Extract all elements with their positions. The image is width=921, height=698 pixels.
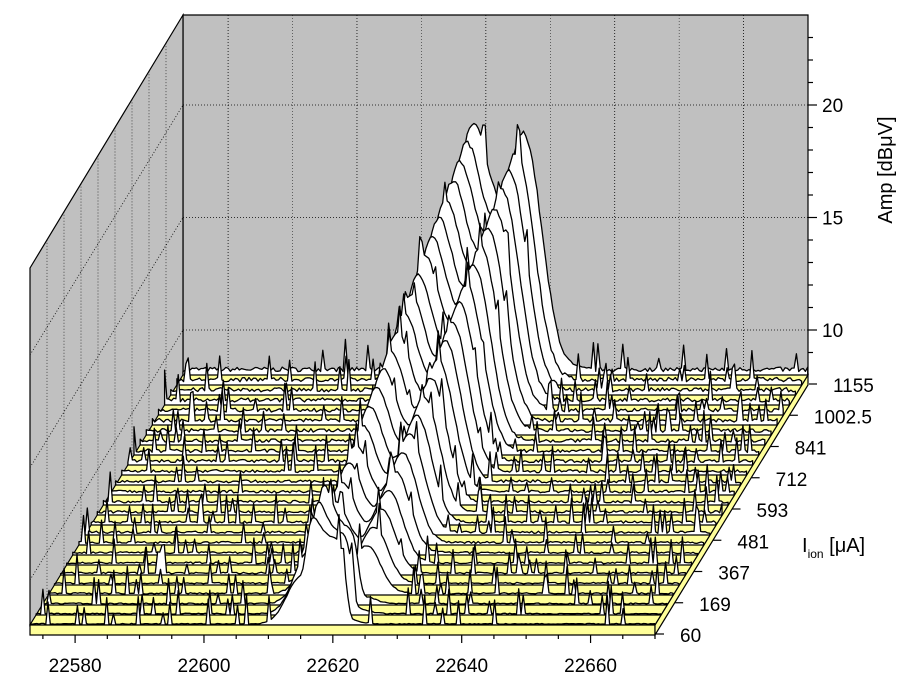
spectrum-traces (29, 122, 809, 626)
amplitude-axis-label: Amp [dBμV] (875, 116, 897, 223)
frequency-tick-label: 22580 (49, 656, 102, 677)
current-tick-label: 1002.5 (814, 407, 872, 428)
current-tick-label: 169 (699, 595, 731, 616)
spectrum-trace (29, 513, 656, 626)
current-tick-label: 60 (680, 626, 701, 647)
current-axis-label: Iion [μA] (802, 535, 865, 561)
frequency-axis: 22580 22600 22620 22640 22660 (42, 635, 656, 677)
current-tick-label: 712 (776, 470, 808, 491)
current-tick-label: 367 (718, 564, 750, 585)
amplitude-axis: 10 15 20 (808, 36, 843, 354)
right-base (654, 372, 809, 638)
frequency-tick-label: 22620 (306, 656, 359, 677)
amplitude-tick-label: 15 (822, 209, 843, 230)
side-wall-gridline (29, 104, 184, 356)
frequency-tick-label: 22600 (178, 656, 231, 677)
current-tick-label: 481 (737, 532, 769, 553)
amplitude-tick-label: 10 (822, 321, 843, 342)
frequency-tick-label: 22660 (564, 656, 617, 677)
front-base (29, 624, 656, 636)
frequency-tick-label: 22640 (435, 656, 488, 677)
side-wall-gridline (29, 329, 184, 581)
spectrum-trace (41, 478, 668, 606)
spectrum-trace (47, 477, 674, 596)
spectrum-trace (53, 502, 680, 586)
current-tick-label: 593 (757, 501, 789, 522)
side-wall-gridline (29, 217, 184, 468)
current-tick-label: 841 (795, 439, 827, 460)
amplitude-tick-label: 20 (822, 96, 843, 117)
current-axis: 60 169 367 481 593 712 841 1002.5 1155 (656, 376, 874, 647)
current-tick-label: 1155 (833, 376, 874, 397)
